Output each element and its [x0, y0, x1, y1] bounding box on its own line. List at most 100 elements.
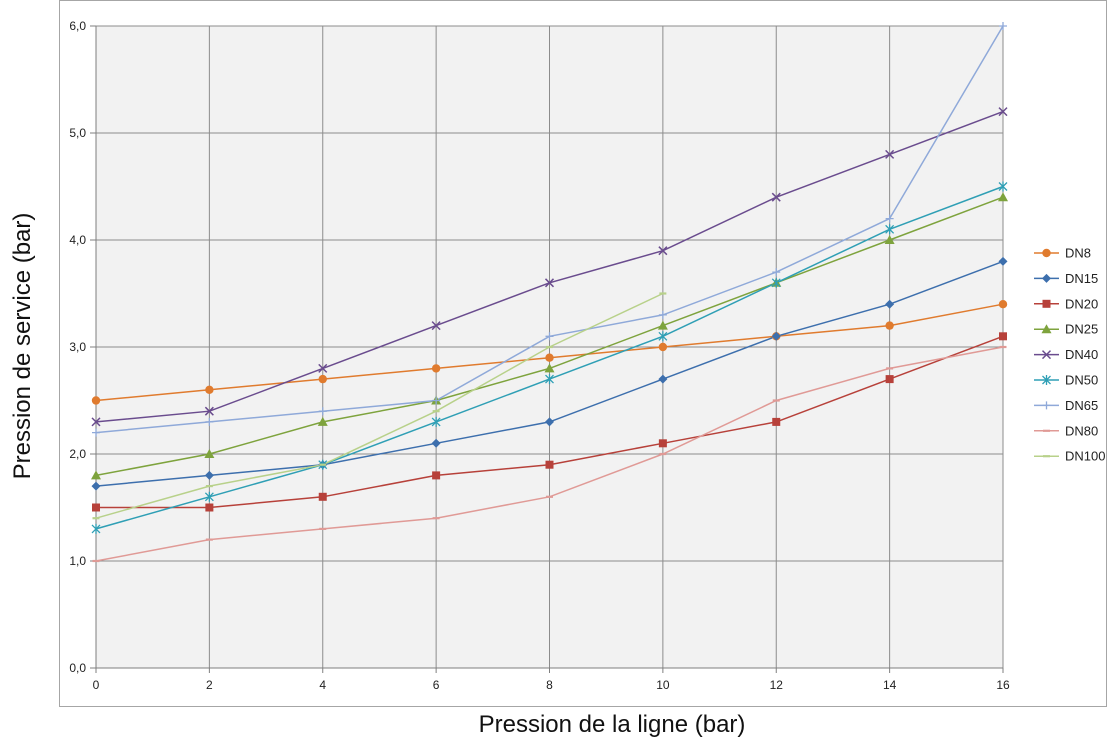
data-point-dn8	[205, 385, 214, 394]
data-point-dn15	[431, 438, 441, 448]
legend-label-dn65: DN65	[1065, 398, 1098, 413]
data-point-dn20	[658, 439, 667, 448]
legend-marker-dn25	[1041, 324, 1052, 334]
data-point-dn15	[658, 374, 668, 384]
legend-marker-dn15	[1042, 273, 1051, 283]
y-tick-label: 5,0	[69, 126, 86, 140]
data-point-dn25	[998, 192, 1008, 202]
data-point-dn15	[771, 331, 781, 341]
data-point-dn50	[658, 331, 668, 342]
data-point-dn20	[432, 471, 441, 480]
legend-label-dn20: DN20	[1065, 296, 1098, 311]
data-point-dn40	[431, 321, 441, 331]
data-point-dn65	[545, 332, 554, 341]
x-tick-label: 16	[996, 678, 1010, 692]
legend-label-dn25: DN25	[1065, 322, 1098, 337]
data-point-dn20	[92, 503, 100, 512]
data-point-dn50	[91, 523, 101, 534]
data-point-dn65	[885, 214, 894, 223]
data-point-dn20	[885, 375, 894, 384]
data-point-dn8	[545, 353, 554, 362]
legend-label-dn50: DN50	[1065, 373, 1098, 388]
data-point-dn8	[658, 342, 668, 352]
legend-label-dn80: DN80	[1065, 423, 1098, 438]
data-point-dn25	[884, 235, 895, 244]
data-point-dn40	[204, 406, 214, 416]
data-point-dn40	[318, 363, 328, 373]
data-point-dn40	[771, 192, 781, 202]
data-point-dn25	[544, 363, 555, 373]
series-markers	[91, 22, 1008, 563]
data-point-dn40	[885, 149, 895, 159]
legend-label-dn8: DN8	[1065, 246, 1091, 261]
data-point-dn50	[431, 416, 441, 427]
data-point-dn50	[998, 181, 1008, 192]
legend-item-dn15: DN15	[1034, 271, 1098, 286]
data-point-dn50	[885, 224, 895, 235]
data-point-dn8	[431, 364, 441, 373]
data-point-dn40	[998, 107, 1008, 117]
data-point-dn50	[204, 491, 214, 502]
data-point-dn8	[885, 321, 894, 330]
y-tick-label: 3,0	[69, 340, 86, 354]
data-point-dn50	[771, 277, 781, 288]
data-point-dn25	[657, 320, 668, 330]
data-point-dn65	[772, 268, 781, 277]
x-tick-label: 14	[883, 678, 897, 692]
legend: DN8 DN15 DN20 DN25 DN40 DN50 DN65 DN80 DN100	[1034, 246, 1105, 464]
data-point-dn8	[998, 300, 1008, 309]
data-point-dn25	[317, 416, 328, 426]
data-point-dn25	[204, 449, 215, 458]
y-tick-label: 4,0	[69, 233, 86, 247]
legend-item-dn40: DN40	[1034, 347, 1098, 362]
legend-item-dn80: DN80	[1034, 423, 1098, 438]
data-point-dn65	[658, 310, 667, 319]
data-point-dn20	[205, 503, 214, 512]
data-point-dn20	[318, 492, 327, 501]
series-line-dn100	[95, 292, 664, 519]
x-tick-label: 8	[546, 678, 553, 692]
data-point-dn65	[999, 22, 1007, 30]
legend-item-dn25: DN25	[1034, 322, 1098, 337]
data-point-dn20	[999, 332, 1007, 341]
legend-marker-dn65	[1042, 401, 1051, 410]
data-point-dn20	[772, 417, 781, 426]
x-axis-ticks: 0 2 4 6 8 10 12 14 16	[93, 668, 1010, 692]
data-point-dn65	[432, 396, 441, 405]
x-tick-label: 4	[319, 678, 326, 692]
legend-item-dn20: DN20	[1034, 296, 1098, 311]
data-point-dn8	[318, 374, 327, 384]
legend-label-dn100: DN100	[1065, 449, 1105, 464]
legend-label-dn40: DN40	[1065, 347, 1098, 362]
y-tick-label: 0,0	[69, 661, 86, 675]
legend-marker-dn40	[1041, 350, 1052, 360]
y-axis-ticks: 0,0 1,0 2,0 3,0 4,0 5,0 6,0	[69, 19, 96, 675]
data-point-dn15	[204, 470, 214, 480]
data-point-dn15	[885, 299, 895, 309]
data-point-dn50	[545, 374, 554, 385]
x-tick-label: 10	[656, 678, 670, 692]
legend-marker-dn8	[1042, 248, 1051, 258]
legend-label-dn15: DN15	[1065, 271, 1098, 286]
data-point-dn65	[92, 428, 100, 437]
data-point-dn65	[205, 417, 214, 426]
data-point-dn15	[545, 417, 554, 427]
legend-item-dn100: DN100	[1034, 449, 1105, 464]
legend-marker-dn20	[1042, 299, 1051, 308]
data-point-dn40	[544, 278, 555, 288]
data-point-dn40	[91, 417, 101, 427]
legend-marker-dn50	[1042, 375, 1051, 385]
y-axis-title: Pression de service (bar)	[9, 213, 36, 480]
y-tick-label: 2,0	[69, 447, 86, 461]
x-tick-label: 2	[206, 678, 213, 692]
data-point-dn25	[91, 470, 101, 480]
legend-item-dn8: DN8	[1034, 246, 1091, 261]
y-tick-label: 6,0	[69, 19, 86, 33]
x-tick-label: 12	[770, 678, 784, 692]
x-tick-label: 6	[433, 678, 440, 692]
legend-item-dn50: DN50	[1034, 373, 1098, 388]
data-point-dn8	[91, 396, 101, 405]
data-point-dn65	[318, 407, 327, 416]
